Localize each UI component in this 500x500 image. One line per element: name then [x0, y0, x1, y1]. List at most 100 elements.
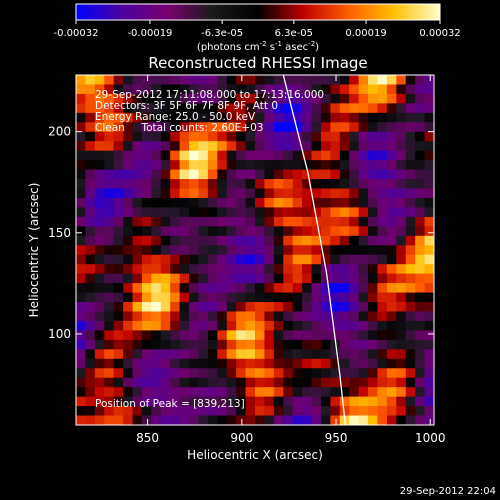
- heatmap-cell: [405, 141, 416, 152]
- heatmap-cell: [198, 93, 209, 104]
- heatmap-cell: [132, 302, 143, 313]
- heatmap-cell: [151, 216, 162, 227]
- heatmap-cell: [273, 160, 284, 171]
- heatmap-cell: [358, 235, 369, 246]
- heatmap-cell: [207, 103, 218, 114]
- heatmap-cell: [368, 216, 379, 227]
- heatmap-cell: [160, 406, 171, 417]
- heatmap-cell: [236, 330, 247, 341]
- heatmap-cell: [132, 387, 143, 398]
- heatmap-cell: [160, 320, 171, 332]
- heatmap-cell: [104, 93, 115, 104]
- heatmap-cell: [339, 93, 350, 104]
- heatmap-cell: [349, 179, 360, 190]
- heatmap-cell: [245, 150, 256, 161]
- heatmap-cell: [283, 339, 294, 350]
- heatmap-cell: [141, 245, 152, 256]
- heatmap-cell: [264, 292, 275, 303]
- heatmap-cell: [405, 349, 416, 360]
- heatmap-cell: [123, 264, 134, 275]
- heatmap-cell: [273, 131, 284, 142]
- heatmap-cell: [339, 141, 350, 152]
- heatmap-cell: [302, 122, 313, 133]
- heatmap-cell: [245, 169, 256, 180]
- heatmap-cell: [283, 387, 294, 398]
- heatmap-cell: [292, 415, 303, 425]
- heatmap-cell: [405, 387, 416, 398]
- heatmap-cell: [311, 112, 322, 123]
- heatmap-cell: [94, 311, 105, 322]
- heatmap-cell: [94, 283, 105, 294]
- heatmap-cell: [226, 103, 237, 114]
- heatmap-cell: [415, 302, 426, 313]
- heatmap-cell: [94, 112, 105, 123]
- heatmap-cell: [189, 122, 200, 133]
- heatmap-cell: [179, 387, 190, 398]
- heatmap-cell: [302, 235, 313, 246]
- heatmap-cell: [368, 207, 379, 218]
- heatmap-cell: [396, 188, 407, 199]
- heatmap-cell: [330, 415, 341, 425]
- heatmap-cell: [113, 179, 124, 190]
- heatmap-cell: [207, 112, 218, 123]
- heatmap-cell: [386, 302, 397, 313]
- heatmap-cell: [415, 197, 426, 209]
- heatmap-cell: [349, 349, 360, 360]
- heatmap-cell: [377, 283, 388, 294]
- heatmap-cell: [377, 216, 388, 227]
- heatmap-cell: [330, 93, 341, 104]
- heatmap-cell: [123, 197, 134, 209]
- heatmap-cell: [198, 292, 209, 303]
- heatmap-cell: [302, 302, 313, 313]
- heatmap-cell: [151, 311, 162, 322]
- heatmap-cell: [151, 103, 162, 114]
- heatmap-cell: [424, 160, 434, 171]
- heatmap-cell: [264, 245, 275, 256]
- heatmap-cell: [255, 216, 266, 227]
- heatmap-cell: [255, 406, 266, 417]
- heatmap-cell: [113, 311, 124, 322]
- heatmap-cell: [151, 131, 162, 142]
- heatmap-cell: [76, 84, 87, 95]
- heatmap-cell: [302, 84, 313, 95]
- heatmap-cell: [358, 396, 369, 407]
- heatmap-cell: [104, 141, 115, 152]
- heatmap-cell: [283, 169, 294, 180]
- heatmap-cell: [76, 226, 87, 237]
- heatmap-cell: [320, 377, 331, 388]
- heatmap-cell: [85, 179, 96, 190]
- heatmap-cell: [170, 169, 181, 180]
- heatmap-cell: [104, 273, 115, 284]
- heatmap-cell: [415, 226, 426, 237]
- heatmap-cell: [302, 330, 313, 341]
- heatmap-cell: [76, 112, 87, 123]
- heatmap-cell: [405, 235, 416, 246]
- heatmap-cell: [245, 131, 256, 142]
- heatmap-cell: [245, 197, 256, 209]
- heatmap-cell: [330, 122, 341, 133]
- heatmap-cell: [368, 160, 379, 171]
- heatmap-cell: [141, 216, 152, 227]
- heatmap-cell: [123, 387, 134, 398]
- heatmap-cell: [189, 150, 200, 161]
- heatmap-cell: [189, 387, 200, 398]
- heatmap-cell: [94, 150, 105, 161]
- heatmap-cell: [226, 226, 237, 237]
- heatmap-cell: [349, 330, 360, 341]
- heatmap-cell: [217, 84, 228, 95]
- heatmap-cell: [349, 93, 360, 104]
- heatmap-cell: [217, 396, 228, 407]
- heatmap-cell: [396, 396, 407, 407]
- heatmap-cell: [255, 283, 266, 294]
- heatmap-cell: [424, 150, 434, 161]
- heatmap-cell: [424, 216, 434, 227]
- heatmap-cell: [264, 160, 275, 171]
- heatmap-cell: [179, 320, 190, 332]
- heatmap-cell: [339, 339, 350, 350]
- heatmap-cell: [311, 93, 322, 104]
- heatmap-cell: [349, 169, 360, 180]
- heatmap-cell: [424, 169, 434, 180]
- heatmap-cell: [368, 283, 379, 294]
- heatmap-cell: [349, 131, 360, 142]
